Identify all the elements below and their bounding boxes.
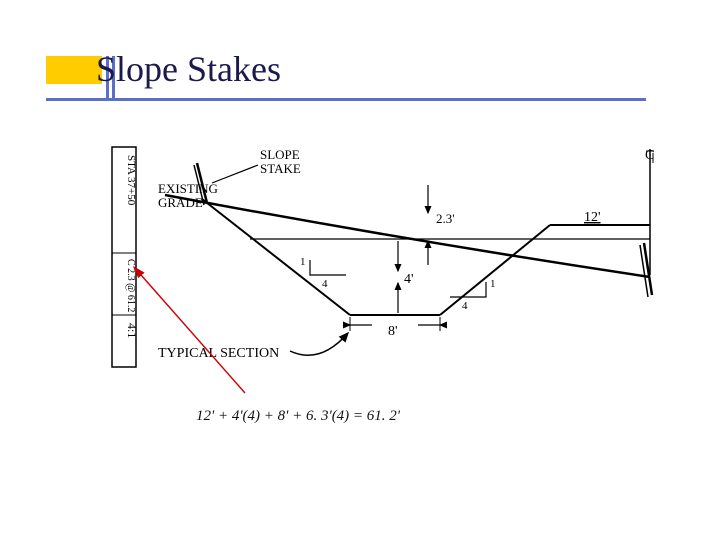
slope-triangle-right	[450, 282, 486, 297]
cross-section-diagram: STA 37+50 C 2.3 @ 61.2 4:1 C 1 4 1	[110, 145, 665, 405]
slope-triangle-left	[310, 260, 346, 275]
dim-8-label: 8'	[388, 324, 398, 339]
stake-text-sta: STA 37+50	[125, 155, 137, 206]
header-underline	[46, 98, 646, 101]
dim-4-label: 4'	[404, 272, 414, 287]
slope-right-h: 4	[462, 300, 468, 312]
dim-2-3-label: 2.3'	[436, 211, 455, 226]
existing-grade-line	[165, 195, 650, 277]
page-title: Slope Stakes	[96, 48, 281, 90]
formula-text: 12' + 4'(4) + 8' + 6. 3'(4) = 61. 2'	[196, 408, 400, 425]
slope-stake-leader	[212, 165, 258, 183]
slope-right-v: 1	[490, 278, 496, 290]
slope-stake-label: SLOPE STAKE	[260, 147, 303, 176]
typical-section-leader	[290, 333, 348, 355]
red-arrow	[134, 267, 245, 393]
header-accent-block	[46, 56, 102, 84]
slope-left-v: 1	[300, 256, 306, 268]
typical-section-label: TYPICAL SECTION	[158, 346, 279, 361]
dim-12-label: 12'	[584, 210, 601, 225]
stake-text-slope: 4:1	[125, 323, 139, 338]
slope-left-h: 4	[322, 278, 328, 290]
right-stake	[644, 243, 652, 295]
